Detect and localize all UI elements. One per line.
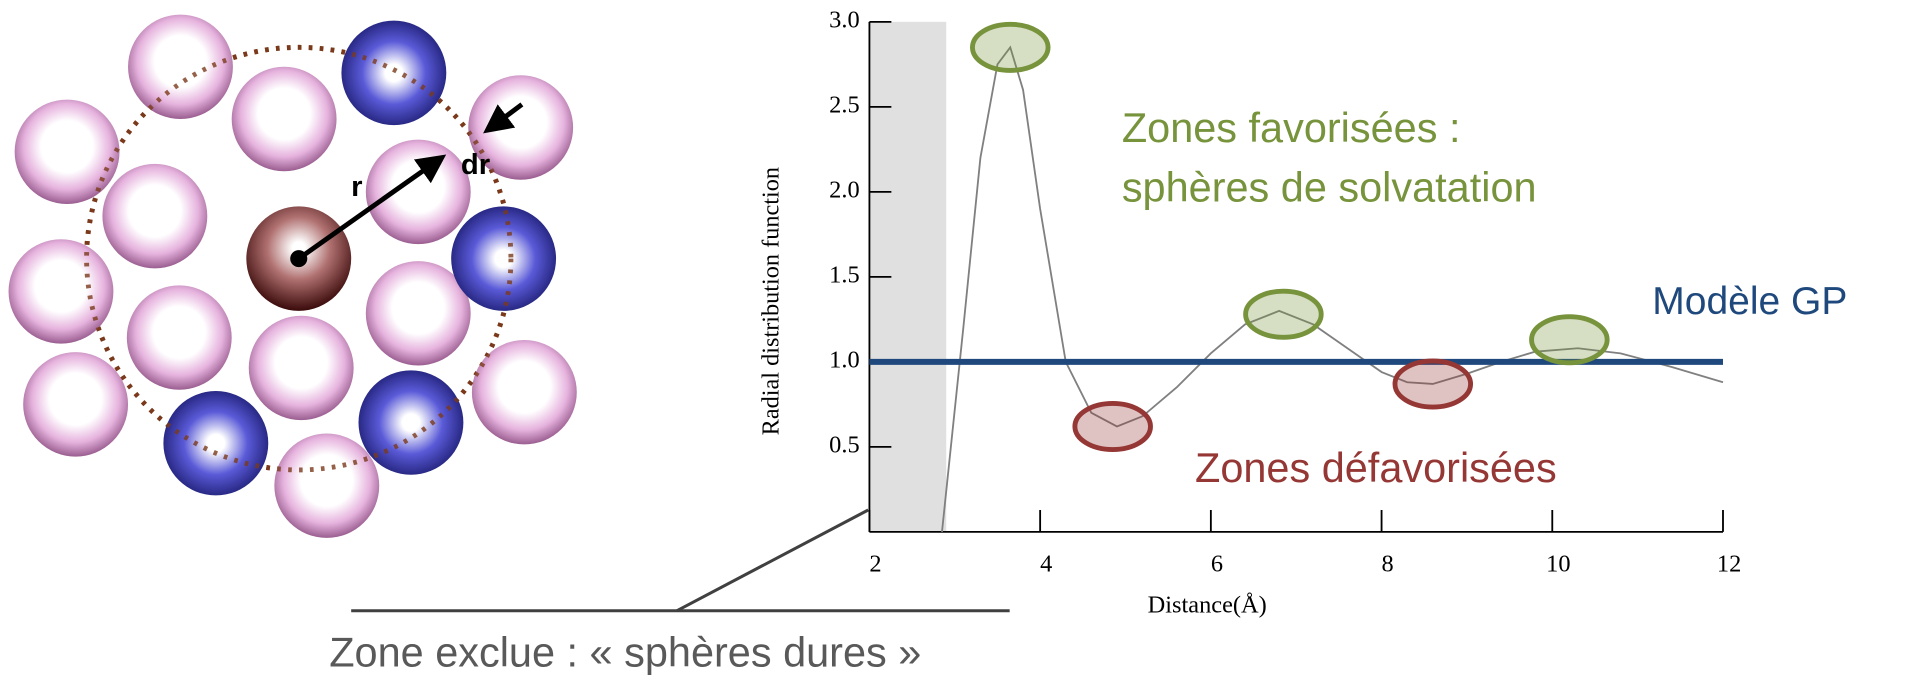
x-tick-label: 6 [1211,550,1223,577]
y-tick-label: 0.5 [829,431,859,458]
sphere [232,67,337,171]
sphere [249,316,354,420]
highlight-ellipse [1532,317,1608,363]
sphere [102,164,207,268]
x-tick-label: 2 [869,550,881,577]
sphere [127,285,232,389]
y-tick-label: 1.0 [829,346,859,373]
zone-pointer [677,510,868,611]
annotation-text: Zones favorisées : [1122,105,1461,151]
x-tick-label: 8 [1382,550,1394,577]
x-tick-label: 4 [1040,550,1052,577]
sphere [163,391,268,495]
dr-label: dr [461,149,490,181]
y-tick-label: 1.5 [829,261,859,288]
sphere [359,370,464,474]
sphere [341,21,446,125]
highlight-ellipse [972,24,1048,70]
r-label: r [351,171,362,203]
y-axis-label: Radial distribution function [758,167,785,435]
molecule-diagram [9,15,577,538]
annotation-text: sphères de solvatation [1122,165,1537,211]
zone-label: Zone exclue : « sphères dures » [329,630,921,676]
slide: r dr 0.5 1.0 1.5 2.0 2.5 3.0 2 4 6 8 10 12 Radial di… [0,0,1912,680]
y-tick-label: 2.0 [829,176,859,203]
sphere [366,140,471,244]
sphere [128,15,233,119]
annotation-text: Zones défavorisées [1195,445,1557,491]
reference-label: Modèle GP [1652,280,1847,323]
x-axis-label: Distance(Å) [1148,592,1267,619]
sphere [15,100,120,204]
sphere [451,206,556,310]
highlight-ellipse [1246,291,1322,337]
x-tick-label: 10 [1546,550,1570,577]
sphere [274,434,379,538]
x-tick-label: 12 [1717,550,1741,577]
sphere [23,352,128,456]
y-tick-label: 3.0 [829,6,859,33]
y-tick-label: 2.5 [829,91,859,118]
highlight-ellipse [1075,403,1151,449]
highlight-ellipse [1395,361,1471,407]
